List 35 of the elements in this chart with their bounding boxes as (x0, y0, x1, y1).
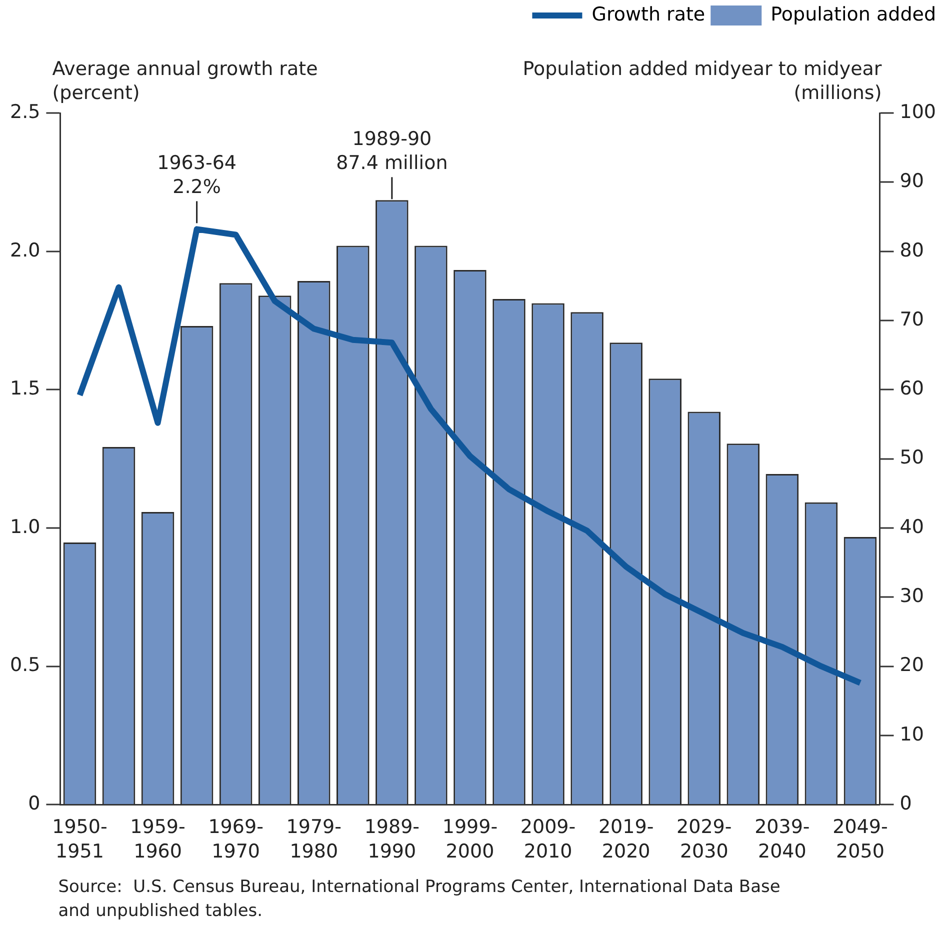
y2-tick-label: 70 (900, 308, 924, 330)
y2-tick-label: 10 (900, 723, 924, 746)
x-tick-label: 2049-2050 (832, 816, 888, 863)
y2-tick-label: 30 (900, 585, 924, 608)
y2-tick-label: 40 (900, 516, 924, 538)
x-tick-label: 1950-1951 (52, 816, 108, 863)
x-tick-label: 1969-1970 (208, 816, 264, 863)
x-tick-label: 2019-2020 (598, 816, 654, 863)
x-tick-label: 1989-1990 (364, 816, 420, 863)
y-tick-label: 2.0 (10, 239, 40, 262)
legend-label: Population added (770, 3, 936, 26)
y2-tick-label: 20 (900, 654, 924, 676)
legend-label: Growth rate (592, 3, 706, 26)
y2-axis-title: Population added midyear to midyear (millions) (522, 58, 882, 104)
x-tick-label: 2029-2030 (676, 816, 732, 863)
y-tick-label: 1.0 (10, 516, 40, 538)
y2-tick-label: 0 (900, 792, 912, 815)
x-tick-label: 2009-2010 (520, 816, 576, 863)
x-tick-label: 1959-1960 (130, 816, 186, 863)
x-tick-label: 2039-2040 (754, 816, 810, 863)
y-tick-label: 2.5 (10, 100, 40, 123)
annotation: 1989-90 87.4 million (336, 128, 448, 174)
y-tick-label: 0.5 (10, 654, 40, 676)
y2-tick-label: 60 (900, 378, 924, 400)
y-tick-label: 1.5 (10, 378, 40, 400)
y-tick-label: 0 (28, 792, 40, 815)
y2-tick-label: 90 (900, 170, 924, 192)
y2-tick-label: 50 (900, 446, 924, 469)
x-tick-label: 1999-2000 (442, 816, 498, 863)
y2-tick-label: 80 (900, 239, 924, 262)
x-tick-label: 1979-1980 (286, 816, 342, 863)
source-note: Source: U.S. Census Bureau, International Programs Center, International Data Base and unpublished tables. (58, 877, 780, 921)
y-axis-title: Average annual growth rate (percent) (52, 58, 318, 104)
annotation: 1963-64 2.2% (157, 152, 236, 198)
y2-tick-label: 100 (900, 100, 936, 123)
